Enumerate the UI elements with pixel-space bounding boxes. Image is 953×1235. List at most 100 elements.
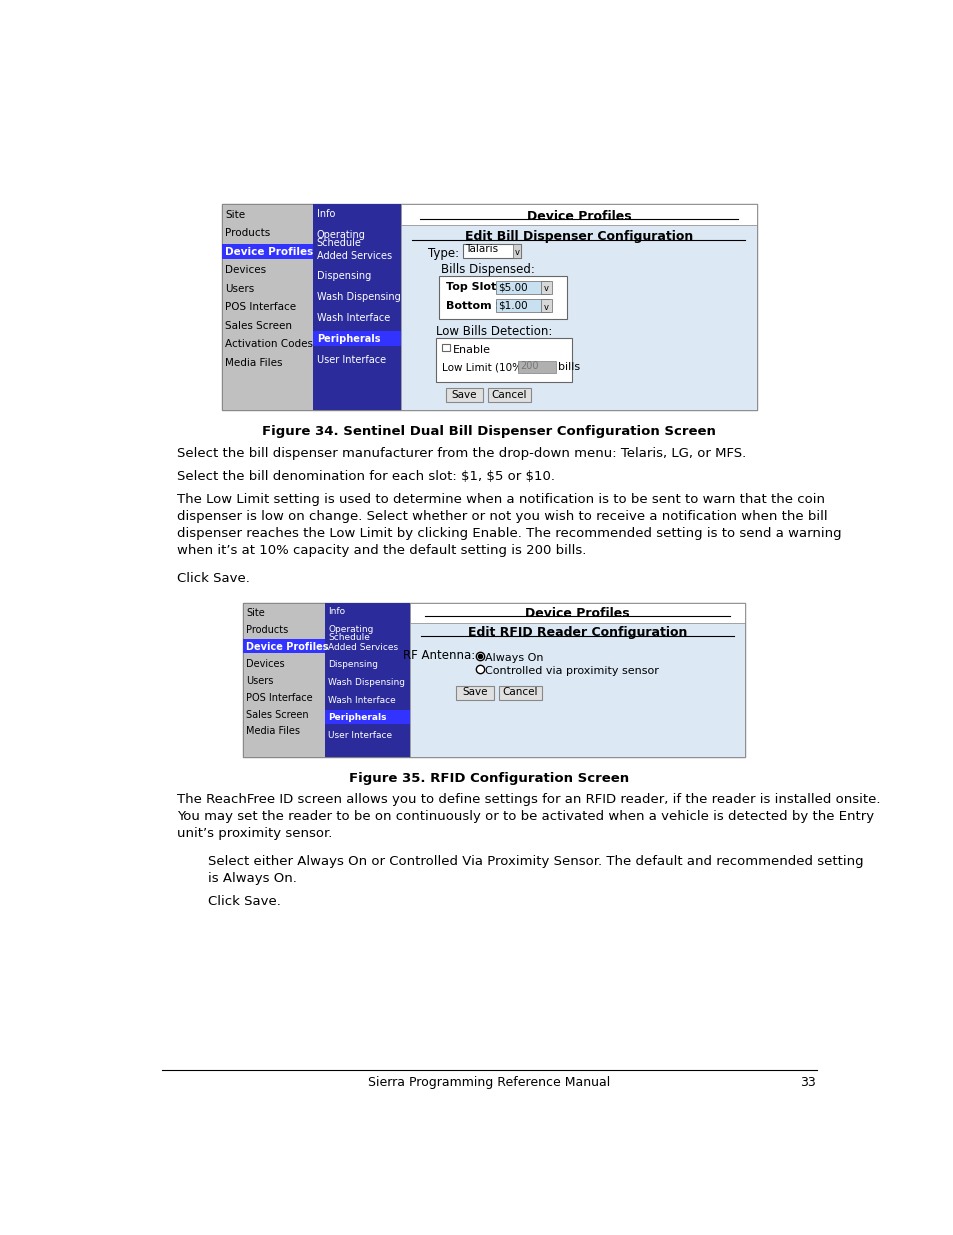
- Text: Save: Save: [462, 687, 487, 698]
- Bar: [496, 280, 548, 294]
- Bar: [222, 243, 313, 259]
- Text: Info: Info: [328, 608, 345, 616]
- Text: Controlled via proximity sensor: Controlled via proximity sensor: [484, 666, 659, 676]
- Text: Sales Screen: Sales Screen: [246, 710, 309, 720]
- Text: Sierra Programming Reference Manual: Sierra Programming Reference Manual: [368, 1076, 609, 1089]
- Bar: [243, 638, 324, 652]
- Text: v: v: [514, 247, 518, 257]
- Text: Enable: Enable: [453, 345, 491, 354]
- Text: Schedule: Schedule: [316, 238, 361, 248]
- Text: POS Interface: POS Interface: [225, 303, 296, 312]
- Bar: [222, 204, 757, 410]
- Bar: [442, 343, 450, 352]
- Text: Type:: Type:: [427, 247, 458, 259]
- Bar: [400, 204, 757, 225]
- Bar: [445, 389, 482, 403]
- Text: Products: Products: [246, 625, 289, 635]
- Text: Figure 34. Sentinel Dual Bill Dispenser Configuration Screen: Figure 34. Sentinel Dual Bill Dispenser …: [262, 425, 715, 438]
- Text: Wash Interface: Wash Interface: [316, 312, 390, 324]
- Text: Media Files: Media Files: [246, 726, 300, 736]
- Bar: [439, 275, 567, 319]
- Text: Devices: Devices: [246, 658, 285, 668]
- Bar: [410, 603, 744, 622]
- Text: Activation Codes: Activation Codes: [225, 340, 314, 350]
- Text: Wash Interface: Wash Interface: [328, 695, 395, 705]
- Bar: [313, 331, 400, 346]
- Bar: [324, 603, 410, 757]
- Text: Click Save.: Click Save.: [208, 895, 281, 908]
- Text: Device Profiles: Device Profiles: [246, 642, 329, 652]
- Text: Bills Dispensed:: Bills Dispensed:: [440, 263, 535, 275]
- Text: Click Save.: Click Save.: [177, 572, 250, 584]
- Text: Dispensing: Dispensing: [316, 272, 371, 282]
- Text: Device Profiles: Device Profiles: [526, 210, 631, 222]
- Text: v: v: [543, 303, 548, 312]
- Text: Media Files: Media Files: [225, 358, 283, 368]
- Text: User Interface: User Interface: [316, 354, 386, 364]
- Text: Bottom Slot:: Bottom Slot:: [445, 300, 523, 311]
- Text: Select the bill denomination for each slot: $1, $5 or $10.: Select the bill denomination for each sl…: [177, 471, 555, 483]
- Text: $1.00: $1.00: [497, 300, 527, 311]
- Text: User Interface: User Interface: [328, 731, 393, 740]
- Bar: [243, 603, 744, 757]
- Text: Figure 35. RFID Configuration Screen: Figure 35. RFID Configuration Screen: [349, 772, 628, 785]
- Bar: [517, 361, 555, 373]
- Text: unit’s proximity sensor.: unit’s proximity sensor.: [177, 827, 333, 840]
- Text: dispenser reaches the Low Limit by clicking Enable. The recommended setting is t: dispenser reaches the Low Limit by click…: [177, 527, 841, 540]
- Text: Talaris: Talaris: [464, 245, 497, 254]
- Text: Users: Users: [246, 676, 274, 685]
- Text: Always On: Always On: [484, 653, 543, 663]
- Text: Info: Info: [316, 209, 335, 219]
- Text: Products: Products: [225, 228, 271, 238]
- Text: Device Profiles: Device Profiles: [225, 247, 314, 257]
- Text: Device Profiles: Device Profiles: [525, 608, 629, 620]
- Text: Added Services: Added Services: [328, 642, 398, 652]
- Text: Peripherals: Peripherals: [328, 714, 387, 722]
- Text: The ReachFree ID screen allows you to define settings for an RFID reader, if the: The ReachFree ID screen allows you to de…: [177, 793, 880, 806]
- Bar: [243, 603, 324, 757]
- Text: v: v: [543, 284, 548, 294]
- Bar: [488, 389, 530, 403]
- Text: bills: bills: [558, 362, 579, 372]
- Text: Sales Screen: Sales Screen: [225, 321, 293, 331]
- Bar: [324, 710, 410, 724]
- Text: Users: Users: [225, 284, 254, 294]
- Text: Site: Site: [246, 608, 265, 618]
- Bar: [513, 243, 520, 258]
- Bar: [313, 204, 400, 410]
- Text: Dispensing: Dispensing: [328, 661, 378, 669]
- Text: 33: 33: [799, 1076, 815, 1089]
- Text: Edit RFID Reader Configuration: Edit RFID Reader Configuration: [468, 626, 686, 638]
- Bar: [222, 204, 313, 410]
- Text: POS Interface: POS Interface: [246, 693, 313, 703]
- Bar: [436, 337, 571, 383]
- Bar: [540, 280, 551, 294]
- Bar: [462, 243, 520, 258]
- Text: 200: 200: [519, 362, 537, 372]
- Text: Edit Bill Dispenser Configuration: Edit Bill Dispenser Configuration: [464, 230, 692, 243]
- Text: Added Services: Added Services: [316, 251, 392, 261]
- Bar: [410, 603, 744, 757]
- Text: Low Limit (10%):: Low Limit (10%):: [442, 362, 530, 372]
- Text: Cancel: Cancel: [491, 390, 526, 400]
- Text: Top Slot:: Top Slot:: [445, 282, 499, 293]
- Text: You may set the reader to be on continuously or to be activated when a vehicle i: You may set the reader to be on continuo…: [177, 810, 874, 824]
- Text: Devices: Devices: [225, 266, 266, 275]
- Bar: [498, 685, 541, 699]
- Text: Site: Site: [225, 210, 245, 220]
- Bar: [456, 685, 493, 699]
- Text: Schedule: Schedule: [328, 634, 370, 642]
- Text: Select the bill dispenser manufacturer from the drop-down menu: Telaris, LG, or : Select the bill dispenser manufacturer f…: [177, 447, 746, 459]
- Text: dispenser is low on change. Select whether or not you wish to receive a notifica: dispenser is low on change. Select wheth…: [177, 510, 827, 524]
- Text: Operating: Operating: [328, 625, 374, 634]
- Text: Wash Dispensing: Wash Dispensing: [316, 293, 400, 303]
- Bar: [496, 299, 548, 312]
- Text: RF Antenna:: RF Antenna:: [403, 648, 476, 662]
- Text: The Low Limit setting is used to determine when a notification is to be sent to : The Low Limit setting is used to determi…: [177, 493, 824, 506]
- Text: $5.00: $5.00: [497, 282, 527, 293]
- Text: Peripherals: Peripherals: [316, 333, 380, 343]
- Text: Select either Always On or Controlled Via Proximity Sensor. The default and reco: Select either Always On or Controlled Vi…: [208, 855, 863, 868]
- Text: Low Bills Detection:: Low Bills Detection:: [436, 325, 552, 337]
- Text: when it’s at 10% capacity and the default setting is 200 bills.: when it’s at 10% capacity and the defaul…: [177, 543, 586, 557]
- Text: Operating: Operating: [316, 230, 365, 240]
